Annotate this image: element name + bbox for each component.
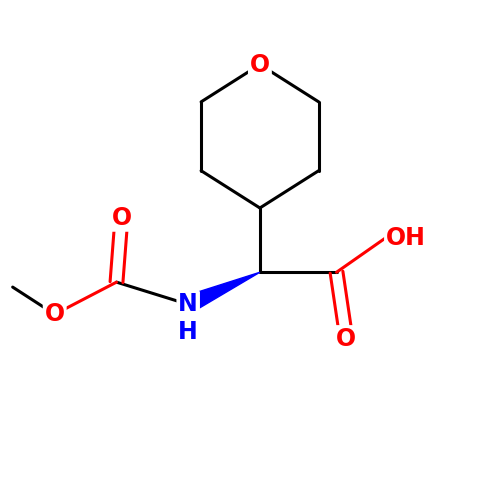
Text: O: O xyxy=(112,206,132,230)
Text: O: O xyxy=(336,327,356,351)
Polygon shape xyxy=(184,272,260,312)
Text: H: H xyxy=(178,320,198,344)
Text: OH: OH xyxy=(386,226,426,250)
Text: O: O xyxy=(44,302,65,326)
Text: N: N xyxy=(178,292,198,316)
Text: O: O xyxy=(250,52,270,76)
